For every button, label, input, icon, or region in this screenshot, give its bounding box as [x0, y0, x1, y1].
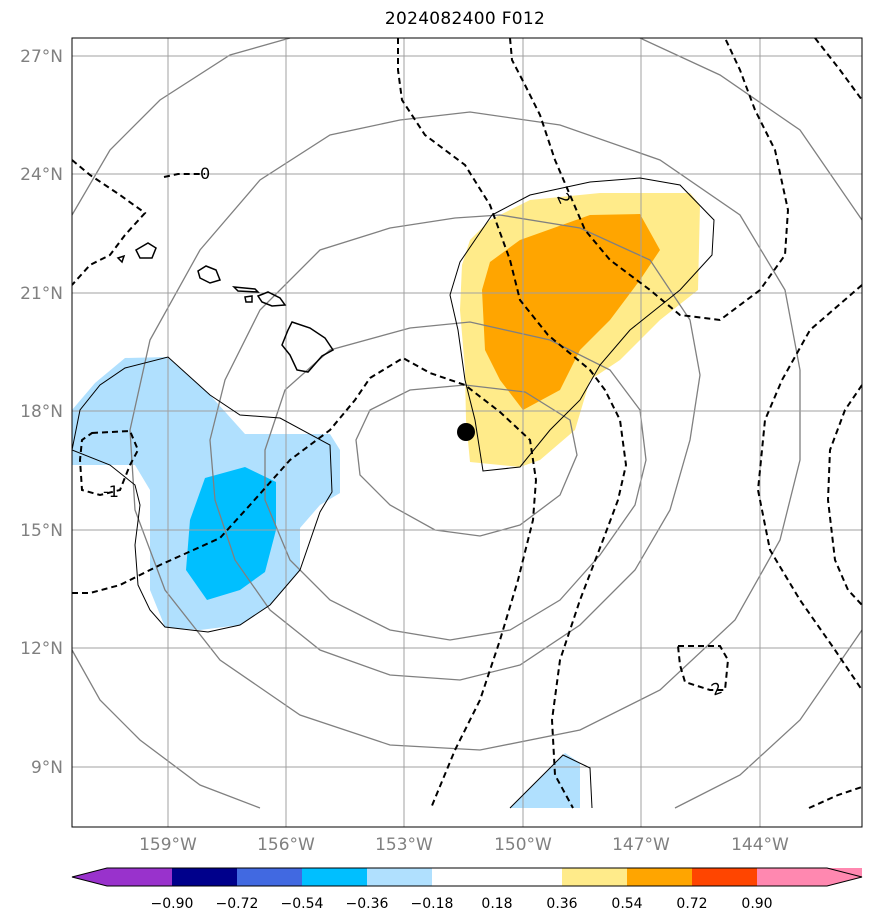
contour-label-neg1: -1 [103, 482, 119, 501]
colorbar-tick-label: 0.18 [481, 896, 512, 912]
colorbar-tick-label: 0.36 [546, 896, 577, 912]
colorbar-segment [497, 868, 563, 886]
lon-label-147w: 147°W [612, 835, 670, 855]
colorbar-segment [237, 868, 303, 886]
coastline-islands [116, 242, 335, 373]
colorbar-right-extension [757, 868, 862, 886]
lat-label-15n: 15°N [20, 521, 63, 541]
dashed-contours [72, 38, 862, 809]
colorbar-tick-label: −0.54 [281, 896, 324, 912]
colorbar-segment [172, 868, 238, 886]
colorbar-segment [432, 868, 498, 886]
colorbar-tick-label: −0.36 [346, 896, 389, 912]
storm-center-marker [457, 423, 475, 441]
contour-label-2-southeast: 2 [709, 678, 725, 699]
colorbar-segment [562, 868, 628, 886]
colorbar-tick-label: −0.90 [151, 896, 194, 912]
colorbar-segment [107, 868, 173, 886]
colorbar-segment [302, 868, 368, 886]
contour-label-0: 0 [200, 164, 210, 183]
outline-contours [72, 177, 715, 809]
map-plot-area: 0 -1 2 2 [72, 38, 862, 827]
lat-label-27n: 27°N [20, 47, 63, 67]
colorbar-segment [627, 868, 693, 886]
longitude-labels: 159°W 156°W 153°W 150°W 147°W 144°W [139, 835, 789, 855]
lon-label-144w: 144°W [731, 835, 789, 855]
lat-label-18n: 18°N [20, 402, 63, 422]
lon-label-153w: 153°W [375, 835, 433, 855]
colorbar-segment [367, 868, 433, 886]
colorbar: −0.90 −0.72 −0.54 −0.36 −0.18 0.18 0.36 … [71, 867, 863, 912]
colorbar-tick-label: 0.54 [611, 896, 642, 912]
colorbar-tick-label: 0.72 [676, 896, 707, 912]
colorbar-tick-label: −0.72 [216, 896, 259, 912]
map-frame [71, 37, 863, 828]
lat-label-9n: 9°N [31, 758, 63, 778]
colorbar-outline [71, 867, 863, 887]
lat-label-12n: 12°N [20, 639, 63, 659]
graticule [72, 38, 862, 827]
lon-label-156w: 156°W [257, 835, 315, 855]
colorbar-segment [692, 868, 758, 886]
colorbar-tick-label: 0.90 [741, 896, 772, 912]
latitude-labels: 27°N 24°N 21°N 18°N 15°N 12°N 9°N [20, 47, 63, 778]
colorbar-left-extension [72, 868, 107, 886]
shaded-anomaly-fields [72, 193, 700, 808]
lon-label-159w: 159°W [139, 835, 197, 855]
colorbar-tick-label: −0.18 [411, 896, 454, 912]
lon-label-150w: 150°W [494, 835, 552, 855]
lat-label-24n: 24°N [20, 165, 63, 185]
lat-label-21n: 21°N [20, 284, 63, 304]
map-title: 2024082400 F012 [384, 9, 546, 29]
